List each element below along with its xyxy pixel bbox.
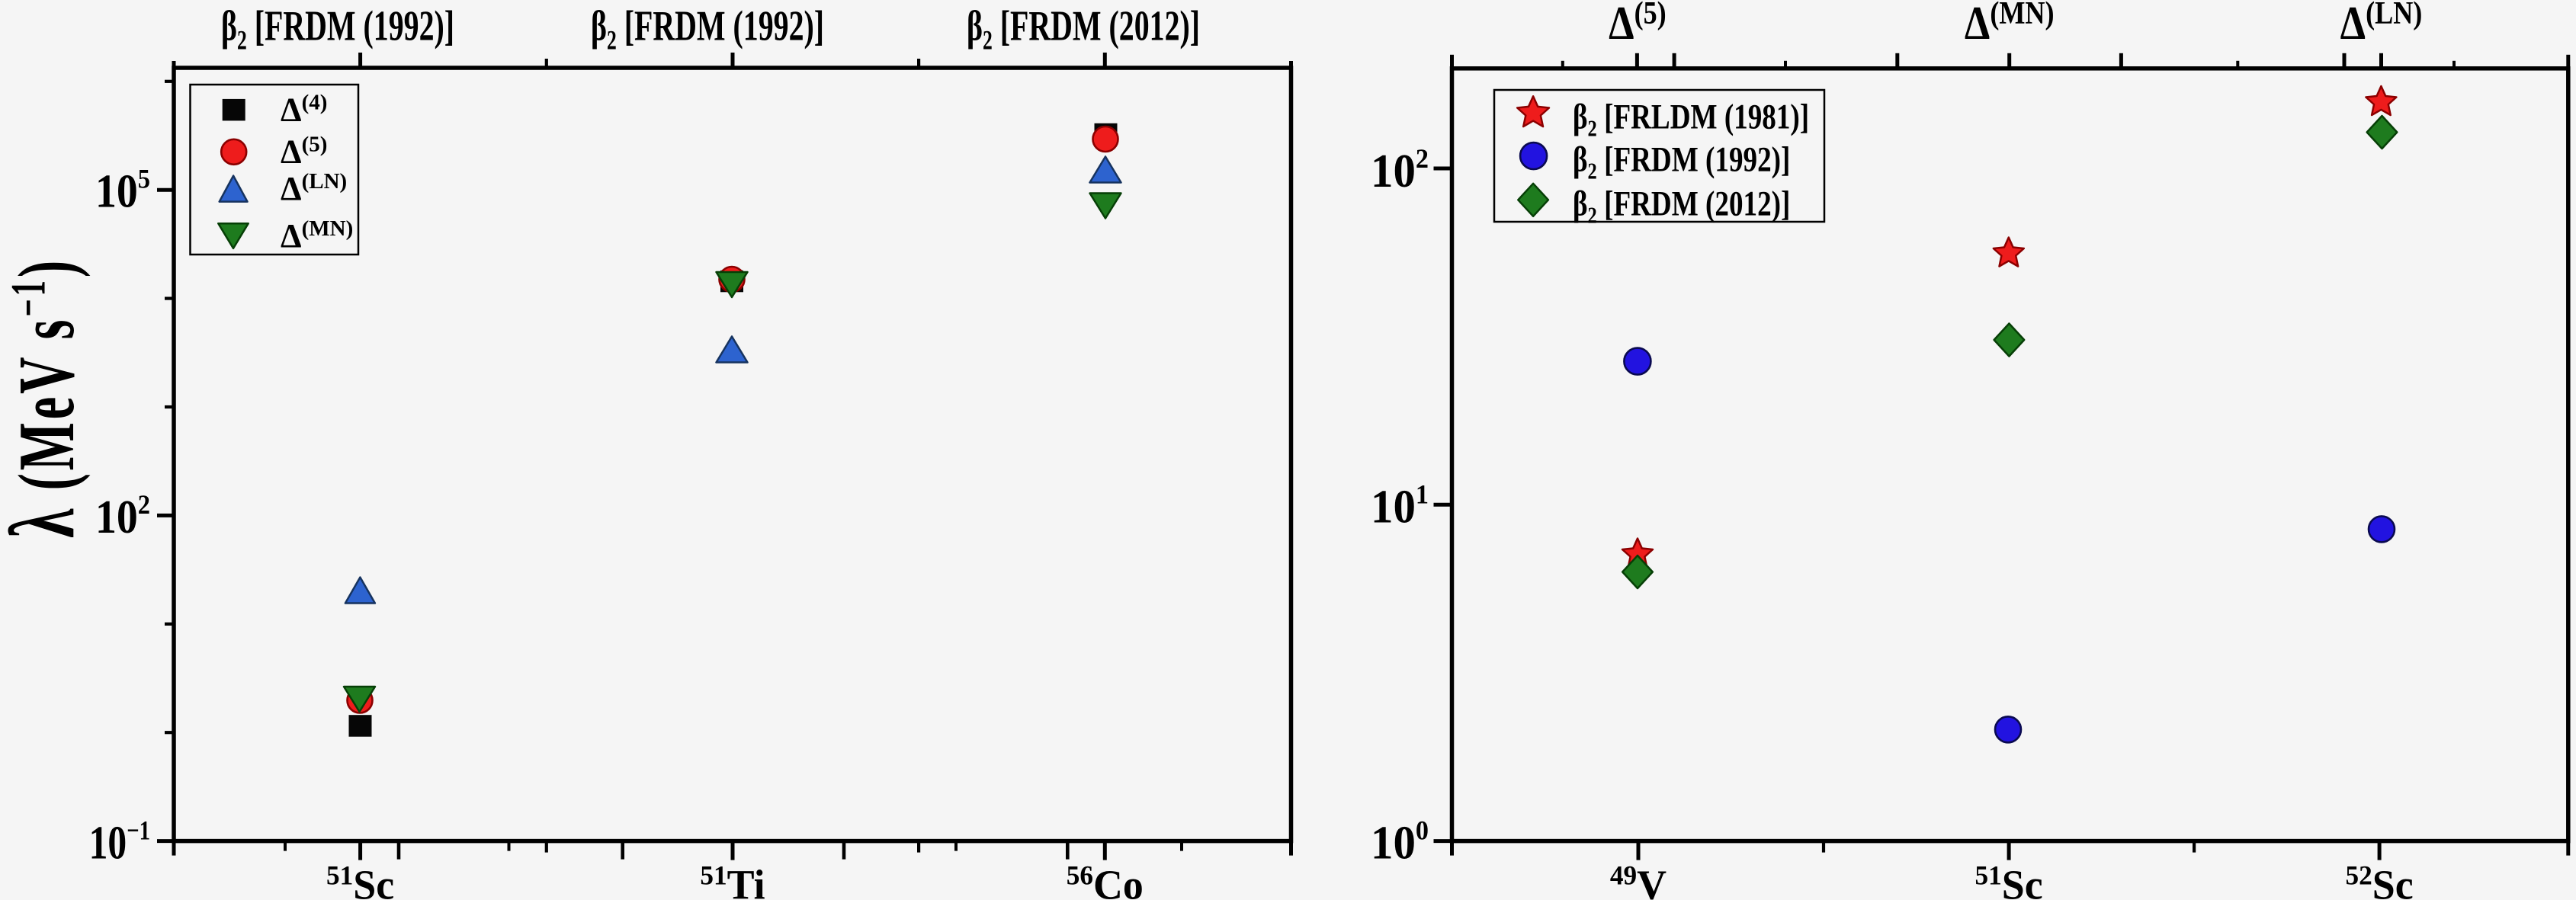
svg-text:β2 [FRDM (2012)]: β2 [FRDM (2012)] <box>1573 184 1790 229</box>
svg-text:β2 [FRDM (1992)]: β2 [FRDM (1992)] <box>1573 140 1790 185</box>
svg-text:Δ(MN): Δ(MN) <box>281 216 353 255</box>
svg-text:52Sc: 52Sc <box>2346 860 2414 900</box>
svg-text:Δ(LN): Δ(LN) <box>281 169 347 207</box>
svg-text:β2 [FRLDM (1981)]: β2 [FRLDM (1981)] <box>1573 97 1809 142</box>
svg-text:51Sc: 51Sc <box>1975 860 2043 900</box>
svg-text:β2 [FRDM (2012)]: β2 [FRDM (2012)] <box>967 2 1200 56</box>
svg-text:β2 [FRDM (1992)]: β2 [FRDM (1992)] <box>591 2 824 56</box>
svg-text:49V: 49V <box>1610 860 1667 900</box>
svg-text:56Co: 56Co <box>1067 860 1144 900</box>
svg-text:51Sc: 51Sc <box>326 860 394 900</box>
svg-text:β2 [FRDM (1992)]: β2 [FRDM (1992)] <box>221 2 454 56</box>
svg-text:51Ti: 51Ti <box>700 860 765 900</box>
